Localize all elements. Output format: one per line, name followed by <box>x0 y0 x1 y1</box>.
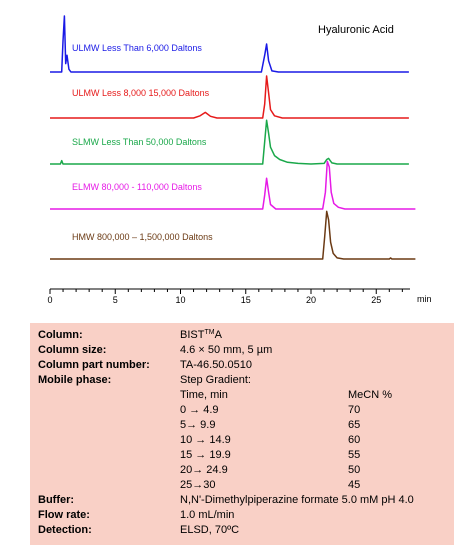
gradient-row: 5→ 9.9 65 <box>30 419 454 432</box>
gradient-time: 10 → 14.9 <box>180 434 231 446</box>
gradient-mecn: 45 <box>348 479 361 491</box>
mobile-phase-label: Mobile phase: <box>38 374 112 386</box>
x-axis-label: min <box>417 294 432 304</box>
chart-title: Hyaluronic Acid <box>318 24 394 36</box>
gradient-time: 20→ 24.9 <box>180 464 228 476</box>
series-label: SLMW Less Than 50,000 Daltons <box>72 137 207 147</box>
gradient-row: 15 → 19.9 55 <box>30 449 454 462</box>
gradient-time: 0 → 4.9 <box>180 404 219 416</box>
chromatogram-chart: Hyaluronic Acid ULMW Less Than 6,000 Dal… <box>47 15 432 305</box>
x-tick-label: 10 <box>175 295 185 305</box>
x-tick-label: 20 <box>306 295 316 305</box>
column-size-row: Column size: 4.6 × 50 mm, 5 µm <box>30 344 454 357</box>
series-trace <box>50 210 416 260</box>
column-size-label: Column size: <box>38 344 107 356</box>
gradient-mecn: 65 <box>348 419 361 431</box>
gradient-time: 15 → 19.9 <box>180 449 231 461</box>
gradient-header-row: Time, min MeCN % <box>30 389 454 402</box>
column-size-value: 4.6 × 50 mm, 5 µm <box>180 344 273 356</box>
x-tick-label: 25 <box>371 295 381 305</box>
gradient-row: 25→30 45 <box>30 479 454 492</box>
x-tick-label: 5 <box>113 295 118 305</box>
column-suffix: A <box>214 329 222 341</box>
mobile-phase-row: Mobile phase: Step Gradient: <box>30 374 454 387</box>
detection-row: Detection: ELSD, 70ºC <box>30 524 454 537</box>
gradient-mecn-header: MeCN % <box>348 389 393 401</box>
series-label: ULMW Less 8,000 15,000 Daltons <box>72 88 210 98</box>
gradient-row: 10 → 14.9 60 <box>30 434 454 447</box>
buffer-label: Buffer: <box>38 494 75 506</box>
flow-rate-value: 1.0 mL/min <box>180 509 235 521</box>
gradient-time: 5→ 9.9 <box>180 419 216 431</box>
detection-label: Detection: <box>38 524 92 536</box>
x-tick-label: 15 <box>241 295 251 305</box>
series-trace <box>50 119 409 165</box>
column-value: BISTTMA <box>180 329 222 342</box>
chromatogram-traces: ULMW Less Than 6,000 Daltons ULMW Less 8,… <box>50 15 416 260</box>
detection-value: ELSD, 70ºC <box>180 524 240 536</box>
flow-rate-label: Flow rate: <box>38 509 90 521</box>
gradient-time: 25→30 <box>180 479 216 491</box>
column-name: BIST <box>180 329 205 341</box>
series-trace <box>50 15 409 73</box>
gradient-mecn: 70 <box>348 404 361 416</box>
mobile-phase-value: Step Gradient: <box>180 374 251 386</box>
gradient-time-header: Time, min <box>180 389 228 401</box>
gradient-mecn: 60 <box>348 434 361 446</box>
gradient-mecn: 55 <box>348 449 361 461</box>
trademark-sup: TM <box>204 329 215 336</box>
flow-rate-row: Flow rate: 1.0 mL/min <box>30 509 454 522</box>
column-row: Column: BISTTMA <box>30 329 454 342</box>
part-number-label: Column part number: <box>38 359 150 371</box>
gradient-row: 0 → 4.9 70 <box>30 404 454 417</box>
series-trace <box>50 160 416 210</box>
part-number-value: TA-46.50.0510 <box>180 359 252 371</box>
column-label: Column: <box>38 329 83 341</box>
buffer-row: Buffer: N,N'-Dimethylpiperazine formate … <box>30 494 454 507</box>
buffer-value: N,N'-Dimethylpiperazine formate 5.0 mM p… <box>180 494 414 506</box>
gradient-row: 20→ 24.9 50 <box>30 464 454 477</box>
x-axis: 0 5 10 15 20 25 <box>47 288 410 305</box>
part-number-row: Column part number: TA-46.50.0510 <box>30 359 454 372</box>
x-tick-label: 0 <box>47 295 52 305</box>
chromatography-conditions: Column: BISTTMA Column size: 4.6 × 50 mm… <box>30 323 454 545</box>
series-label: ULMW Less Than 6,000 Daltons <box>72 43 202 53</box>
series-label: HMW 800,000 – 1,500,000 Daltons <box>72 232 213 242</box>
gradient-mecn: 50 <box>348 464 361 476</box>
series-label: ELMW 80,000 - 110,000 Daltons <box>72 182 202 192</box>
series-trace <box>50 75 409 119</box>
